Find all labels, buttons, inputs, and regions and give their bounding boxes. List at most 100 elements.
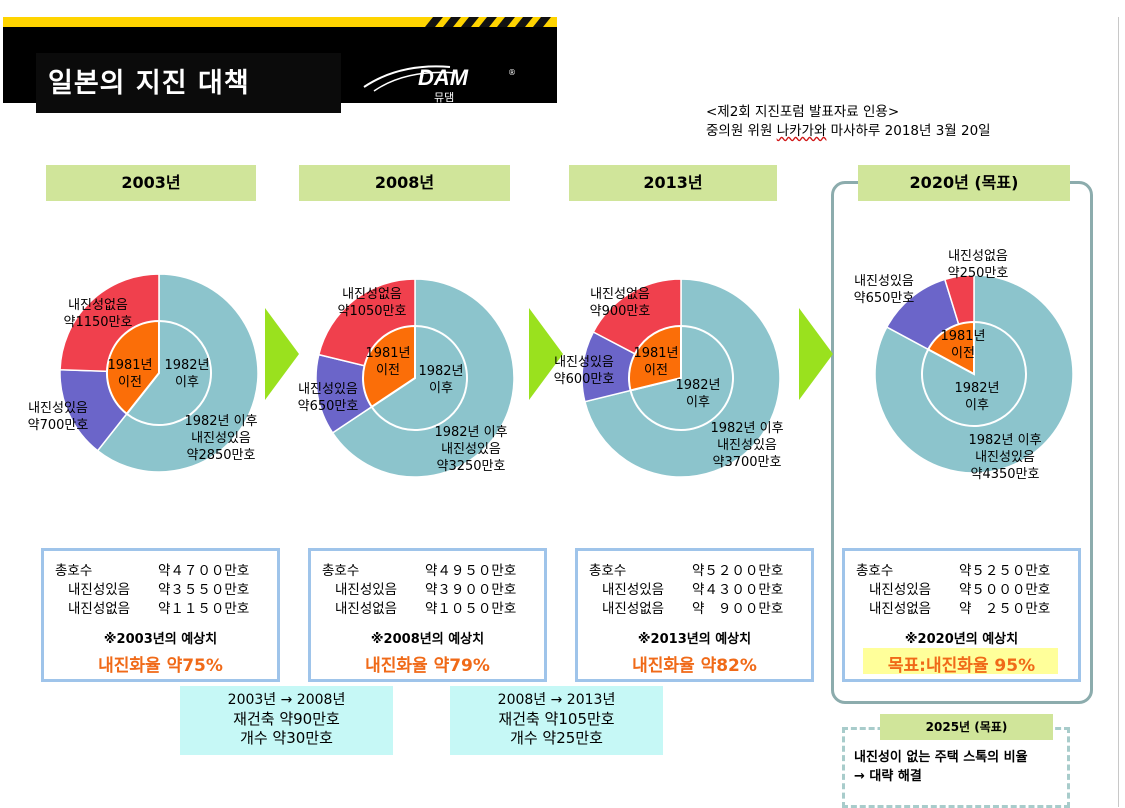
no-value: 약１１５０만호 xyxy=(158,601,250,617)
no-value: 약 ２５０만호 xyxy=(959,601,1051,617)
label-before-1981: 1981년 이전 xyxy=(365,346,411,378)
source-line2c: 마사하루 2018년 3월 20일 xyxy=(826,123,991,139)
yes-label: 내진성있음 xyxy=(335,582,398,598)
source-citation: <제2회 지진포럼 발표자료 인용> 중의원 위원 나카가와 마사하루 2018… xyxy=(706,103,991,141)
logo-text: DAM xyxy=(418,65,469,90)
inner-slice-after-1982 xyxy=(370,324,468,431)
yes-label: 내진성있음 xyxy=(68,582,131,598)
donut-chart-2020 xyxy=(874,274,1074,474)
goal-highlight xyxy=(863,648,1058,674)
rebuild-box-2003-2008: 2003년 → 2008년 재건축 약90만호 개수 약30만호 xyxy=(180,686,393,755)
donut-chart-2003 xyxy=(59,273,259,473)
total-value: 약４７００만호 xyxy=(158,563,250,579)
inner-slice-after-1982 xyxy=(125,319,212,426)
year-header-2020: 2020년 (목표) xyxy=(858,165,1070,201)
rebuild-title: 2003년 → 2008년 xyxy=(227,692,346,708)
total-label: 총호수 xyxy=(589,563,627,579)
goal-2025-tag: 2025년 (목표) xyxy=(880,714,1053,740)
source-name-highlight: 나카가와 xyxy=(776,123,827,139)
label-after-1982: 1982년 이후 내진성있음 약4350만호 xyxy=(968,433,1042,482)
arrow-right-icon xyxy=(529,308,563,400)
goal-2025-text: 내진성이 없는 주택 스톡의 비율 → 대략 해결 xyxy=(854,748,1028,786)
rebuild-title: 2008년 → 2013년 xyxy=(497,692,616,708)
rebuild-line: 재건축 약105만호 xyxy=(498,710,615,728)
label-inner-after-1982: 1982년 이후 xyxy=(164,358,210,390)
seismic-rate: 내진화율 약75% xyxy=(98,656,223,676)
label-after-1982: 1982년 이후 내진성있음 약3700만호 xyxy=(710,421,784,470)
seismic-rate: 내진화율 약79% xyxy=(365,656,490,676)
total-label: 총호수 xyxy=(55,563,93,579)
label-after-1982: 1982년 이후 내진성있음 약2850만호 xyxy=(184,414,258,463)
donut-chart-2013 xyxy=(581,278,781,478)
goal-2025-line2: → 대략 해결 xyxy=(854,769,922,784)
yes-value: 약３９００만호 xyxy=(425,582,517,598)
total-label: 총호수 xyxy=(322,563,360,579)
hazard-stripe xyxy=(3,17,557,27)
label-with-quake: 내진성있음 약700만호 xyxy=(27,401,89,433)
arrow-right-icon xyxy=(265,308,299,400)
no-label: 내진성없음 xyxy=(602,601,665,617)
donut-chart-2008 xyxy=(315,278,515,478)
year-header-2008: 2008년 xyxy=(299,165,510,201)
estimate-note: ※2013년의 예상치 xyxy=(637,632,752,647)
inner-slice-before-1981 xyxy=(628,324,682,392)
yes-label: 내진성있음 xyxy=(869,582,932,598)
label-inner-after-1982: 1982년 이후 xyxy=(954,381,1000,413)
inner-slice-before-1981 xyxy=(926,320,975,376)
total-label: 총호수 xyxy=(856,563,894,579)
estimate-note: ※2003년의 예상치 xyxy=(103,632,218,647)
total-value: 약５２００만호 xyxy=(692,563,784,579)
rebuild-box-2008-2013: 2008년 → 2013년 재건축 약105만호 개수 약25만호 xyxy=(450,686,663,755)
estimate-note: ※2008년의 예상치 xyxy=(370,632,485,647)
label-no-quake: 내진성없음 약1150만호 xyxy=(63,298,133,330)
year-header-2003: 2003년 xyxy=(46,165,256,201)
seismic-rate: 내진화율 약82% xyxy=(632,656,757,676)
stats-box-2020: 총호수 약５２５０만호 내진성있음 약５０００만호 내진성없음 약 ２５０만호 … xyxy=(842,548,1081,682)
label-no-quake: 내진성없음 약250만호 xyxy=(947,249,1009,281)
no-label: 내진성없음 xyxy=(335,601,398,617)
no-label: 내진성없음 xyxy=(869,601,932,617)
logo-subtext: 뮤댐 xyxy=(434,91,454,104)
goal-2025-line1: 내진성이 없는 주택 스톡의 비율 xyxy=(854,750,1028,765)
repair-line: 개수 약30만호 xyxy=(240,729,333,747)
page-edge xyxy=(1118,17,1119,807)
estimate-note: ※2020년의 예상치 xyxy=(904,632,1019,647)
label-inner-after-1982: 1982년 이후 xyxy=(675,378,721,410)
stats-box-2008: 총호수 약４９５０만호 내진성있음 약３９００만호 내진성없음 약１０５０만호 … xyxy=(308,548,547,682)
year-header-2013: 2013년 xyxy=(569,165,777,201)
yes-label: 내진성있음 xyxy=(602,582,665,598)
header-banner: 일본의 지진 대책 DAM 뮤댐 ® xyxy=(3,17,557,113)
no-value: 약 ９００만호 xyxy=(692,601,784,617)
title-box: 일본의 지진 대책 xyxy=(36,53,341,113)
total-value: 약５２５０만호 xyxy=(959,563,1051,579)
svg-text:®: ® xyxy=(508,68,516,77)
label-before-1981: 1981년 이전 xyxy=(633,346,679,378)
stats-box-2013: 총호수 약５２００만호 내진성있음 약４３００만호 내진성없음 약 ９００만호 … xyxy=(575,548,814,682)
repair-line: 개수 약25만호 xyxy=(510,729,603,747)
label-before-1981: 1981년 이전 xyxy=(940,329,986,361)
label-after-1982: 1982년 이후 내진성있음 약3250만호 xyxy=(434,425,508,474)
stats-box-2003: 총호수 약４７００만호 내진성있음 약３５５０만호 내진성없음 약１１５０만호 … xyxy=(41,548,280,682)
seismic-rate-goal: 목표:내진화율 95% xyxy=(887,656,1036,676)
inner-slice-before-1981 xyxy=(362,324,416,409)
page-title: 일본의 지진 대책 xyxy=(48,68,250,99)
label-inner-after-1982: 1982년 이후 xyxy=(418,364,464,396)
inner-slice-before-1981 xyxy=(106,319,160,416)
label-with-quake: 내진성있음 약600만호 xyxy=(553,355,615,387)
label-no-quake: 내진성없음 약900만호 xyxy=(589,287,651,319)
yes-value: 약５０００만호 xyxy=(959,582,1051,598)
arrow-right-icon xyxy=(799,308,833,400)
source-line1: <제2회 지진포럼 발표자료 인용> xyxy=(706,104,900,120)
total-value: 약４９５０만호 xyxy=(425,563,517,579)
no-label: 내진성없음 xyxy=(68,601,131,617)
source-line2a: 중의원 위원 xyxy=(706,123,777,139)
label-with-quake: 내진성있음 약650만호 xyxy=(853,274,915,306)
no-value: 약１０５０만호 xyxy=(425,601,517,617)
label-with-quake: 내진성있음 약650만호 xyxy=(297,382,359,414)
label-no-quake: 내진성없음 약1050만호 xyxy=(337,287,407,319)
yes-value: 약４３００만호 xyxy=(692,582,784,598)
label-before-1981: 1981년 이전 xyxy=(107,358,153,390)
yes-value: 약３５５０만호 xyxy=(158,582,250,598)
dam-logo: DAM 뮤댐 ® xyxy=(363,65,516,104)
rebuild-line: 재건축 약90만호 xyxy=(233,710,340,728)
